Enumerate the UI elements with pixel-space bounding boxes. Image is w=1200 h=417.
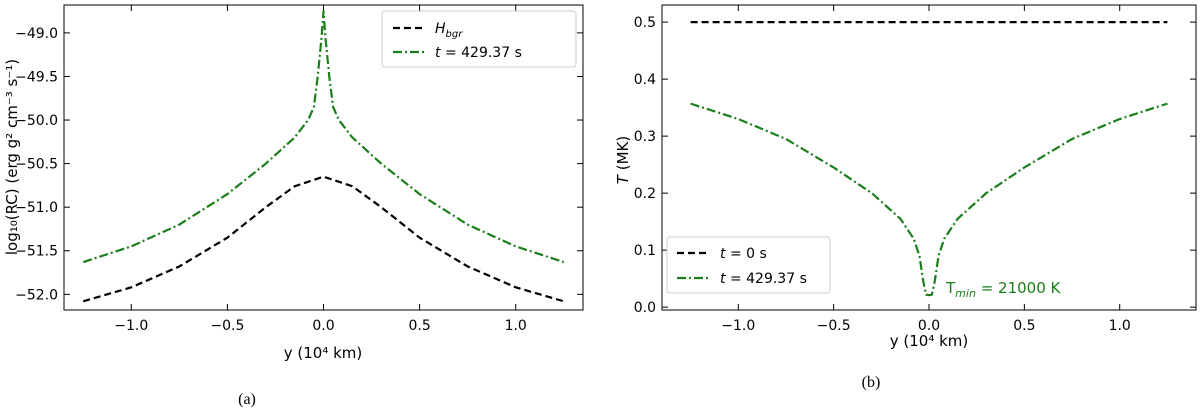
panel-a-y-tick-label: −51.5: [15, 244, 58, 260]
panel-b-x-tick-label: 0.5: [1013, 318, 1035, 334]
panel-a-x-tick-label: −1.0: [114, 318, 148, 334]
panel-a-chart: −1.0 −0.5 0.0 0.5 1.0 −49.0 −49.5 −50.0 −50.5 −51…: [3, 4, 584, 408]
panel-a-legend-label-t: t = 429.37 s: [435, 45, 522, 61]
panel-a-y-tick-label: −49.5: [15, 69, 58, 85]
panel-a-series-line-0: [82, 175, 565, 303]
panel-b-x-tick-label: −1.0: [721, 318, 755, 334]
panel-b-ticks: −1.0 −0.5 0.0 0.5 1.0 0.0 0.1 0.2 0.3 0.4 0.5: [634, 5, 1196, 334]
panel-b-x-tick-label: 0.0: [918, 318, 940, 334]
panel-b-series-line-1: [690, 102, 1168, 297]
panel-b-legend-label-t0: t = 0 s: [720, 246, 767, 262]
panel-b-x-axis-label: y (10⁴ km): [890, 332, 969, 350]
panel-b-legend-label-t: t = 429.37 s: [720, 271, 807, 287]
panel-a-x-tick-label: 0.0: [312, 318, 334, 334]
panel-b-x-tick-label: −0.5: [817, 318, 851, 334]
panel-b-x-tick-label: 1.0: [1109, 318, 1131, 334]
panel-b-y-tick-label: 0.1: [634, 243, 656, 259]
panel-a-legend-box: [381, 10, 577, 68]
panel-a-series: [82, 10, 565, 303]
panel-b-y-tick-label: 0.2: [634, 186, 656, 202]
panel-a-legend: Hbgr t = 429.37 s: [381, 10, 577, 68]
panel-b-y-tick-label: 0.3: [634, 129, 656, 145]
panel-b-y-tick-label: 0.0: [634, 300, 656, 316]
panel-b-legend: t = 0 s t = 429.37 s: [666, 236, 831, 294]
panel-a-x-axis-label: y (10⁴ km): [284, 344, 363, 362]
panel-a-x-tick-label: 1.0: [505, 318, 527, 334]
panel-a-y-tick-label: −50.0: [15, 113, 58, 129]
panel-a-caption: (a): [238, 391, 256, 408]
panel-a-legend-label-hbgr: Hbgr: [435, 21, 463, 40]
panel-b-y-axis-label: T (MK): [614, 136, 632, 184]
panel-b-caption: (b): [862, 374, 881, 391]
panel-a-y-tick-label: −51.0: [15, 200, 58, 216]
panel-a-y-tick-label: −50.5: [15, 157, 58, 173]
panel-a-series-line-1: [82, 10, 565, 264]
panel-b-chart: −1.0 −0.5 0.0 0.5 1.0 0.0 0.1 0.2 0.3 0.4 0.5 y (1…: [614, 4, 1197, 391]
panel-b-y-tick-label: 0.4: [634, 72, 656, 88]
panel-b-y-tick-label: 0.5: [634, 15, 656, 31]
panel-a-x-tick-label: −0.5: [210, 318, 244, 334]
panel-b-series: [690, 21, 1168, 297]
panel-b-tmin-annotation: Tmin = 21000 K: [945, 279, 1062, 300]
panel-a-ticks: −1.0 −0.5 0.0 0.5 1.0 −49.0 −49.5 −50.0 −50.5 −51…: [15, 5, 583, 334]
panel-a-x-tick-label: 0.5: [408, 318, 430, 334]
panel-a-y-axis-label: log₁₀(RC) (erg g² cm⁻³ s⁻¹): [3, 59, 21, 255]
panel-a-y-tick-label: −52.0: [15, 287, 58, 303]
panel-a-y-tick-label: −49.0: [15, 26, 58, 42]
